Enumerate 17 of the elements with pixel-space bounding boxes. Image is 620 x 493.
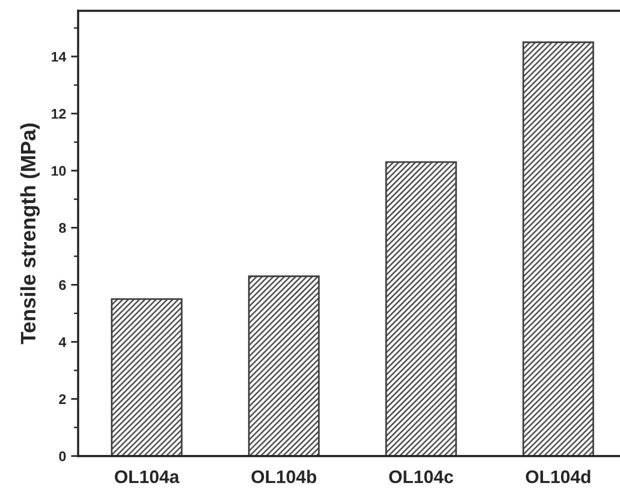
bar [385, 161, 457, 456]
y-tick-label: 6 [59, 280, 66, 290]
y-tick-label: 12 [52, 108, 66, 119]
x-tick-label: OL104b [252, 470, 316, 484]
x-tick-label: OL104d [526, 470, 590, 484]
x-tick-label: OL104c [389, 470, 454, 484]
y-tick-label: 2 [59, 394, 66, 404]
y-tick-label: 10 [52, 166, 66, 176]
bar [248, 275, 320, 456]
y-tick-label: 8 [59, 223, 66, 233]
x-tick-label: OL104a [114, 470, 180, 484]
y-tick-label: 4 [58, 337, 66, 347]
y-tick-label: 0 [59, 451, 66, 462]
bar [522, 41, 594, 456]
y-axis-title: Tensile strength (MPa) [20, 124, 40, 344]
bar [110, 298, 183, 456]
y-tick-label: 14 [52, 52, 66, 62]
